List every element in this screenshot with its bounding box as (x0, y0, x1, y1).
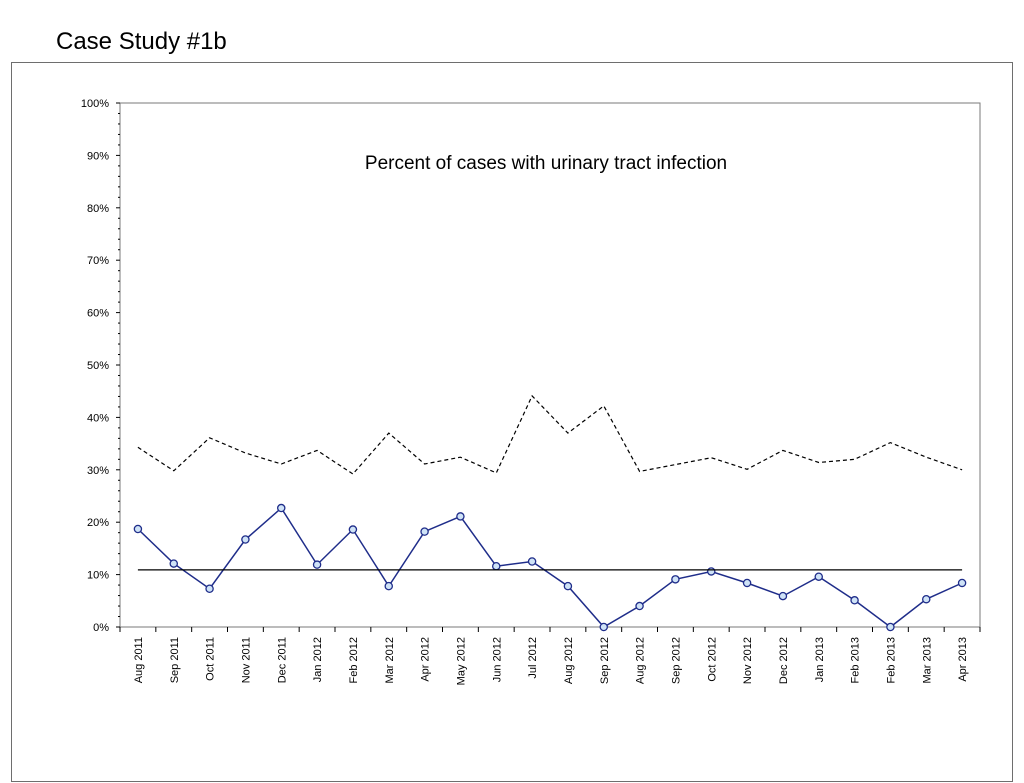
x-tick-label: Jan 2013 (814, 637, 826, 682)
data-point (456, 512, 465, 521)
x-tick-label: Sep 2011 (169, 637, 181, 683)
slide-title: Case Study #1b (56, 28, 227, 55)
data-point (527, 557, 537, 566)
x-tick-label: Feb 2012 (348, 637, 360, 683)
x-tick-label: Jan 2012 (312, 637, 324, 682)
data-point (169, 559, 178, 568)
x-tick-label: Apr 2012 (420, 637, 432, 682)
data-point (599, 622, 609, 632)
data-point (742, 578, 752, 588)
chart-frame: 0% 10% 20% 30% 40% 50% 60% 70% 80% 90% 100% Aug 201… (11, 62, 1013, 782)
x-tick-label: Oct 2011 (205, 637, 217, 681)
y-tick-label: 0% (93, 622, 109, 634)
y-tick-label: 40% (87, 412, 109, 424)
y-tick-label: 20% (87, 517, 109, 529)
data-point (276, 503, 286, 513)
y-tick-label: 90% (87, 150, 109, 162)
data-point (850, 596, 859, 605)
data-point (491, 561, 501, 571)
data-point (957, 578, 967, 588)
x-tick-label: May 2012 (455, 637, 467, 685)
data-point (563, 581, 573, 591)
x-tick-label: Dec 2012 (778, 637, 790, 684)
x-tick-label: Jun 2012 (491, 637, 503, 682)
y-tick-label: 70% (87, 255, 109, 267)
x-tick-label: Apr 2013 (957, 637, 969, 682)
x-tick-label: Aug 2012 (635, 637, 647, 684)
x-tick-label: Oct 2012 (706, 637, 718, 682)
x-tick-label: Aug 2012 (563, 637, 575, 684)
x-tick-label: Feb 2013 (850, 637, 862, 683)
data-point (312, 560, 322, 569)
y-tick-label: 100% (81, 98, 109, 110)
data-point (205, 584, 214, 593)
data-point (420, 527, 429, 536)
data-point (635, 601, 644, 611)
data-point (707, 567, 716, 576)
x-tick-label: Sep 2012 (599, 637, 611, 684)
y-tick-label: 80% (87, 203, 109, 215)
data-point (922, 594, 931, 604)
y-tick-label: 10% (87, 570, 109, 582)
x-tick-label: Jul 2012 (527, 637, 539, 679)
y-tick-label: 60% (87, 308, 109, 320)
line-chart: 0% 10% 20% 30% 40% 50% 60% 70% 80% 90% 100% Aug 201… (81, 98, 981, 685)
data-point (384, 581, 393, 591)
x-tick-label: Sep 2012 (670, 637, 682, 684)
data-point (814, 572, 824, 581)
x-tick-label: Nov 2011 (240, 637, 252, 683)
x-tick-label: Nov 2012 (742, 637, 754, 684)
y-tick-label: 50% (87, 360, 109, 372)
data-point (886, 622, 895, 632)
plot-area (119, 102, 981, 628)
upper-limit-line (137, 394, 963, 475)
chart-title: Percent of cases with urinary tract infe… (365, 153, 727, 174)
x-tick-label: Dec 2011 (276, 637, 288, 683)
data-point (778, 591, 788, 601)
x-tick-label: Aug 2011 (133, 637, 145, 683)
data-point (348, 525, 358, 534)
x-tick-label: Mar 2013 (921, 637, 933, 683)
y-tick-label: 30% (87, 465, 109, 477)
x-tick-label: Feb 2013 (885, 637, 897, 683)
data-point (133, 524, 143, 534)
data-point (241, 535, 250, 544)
data-point (671, 575, 680, 584)
uti-percent-line (137, 506, 963, 628)
x-tick-label: Mar 2012 (384, 637, 396, 683)
